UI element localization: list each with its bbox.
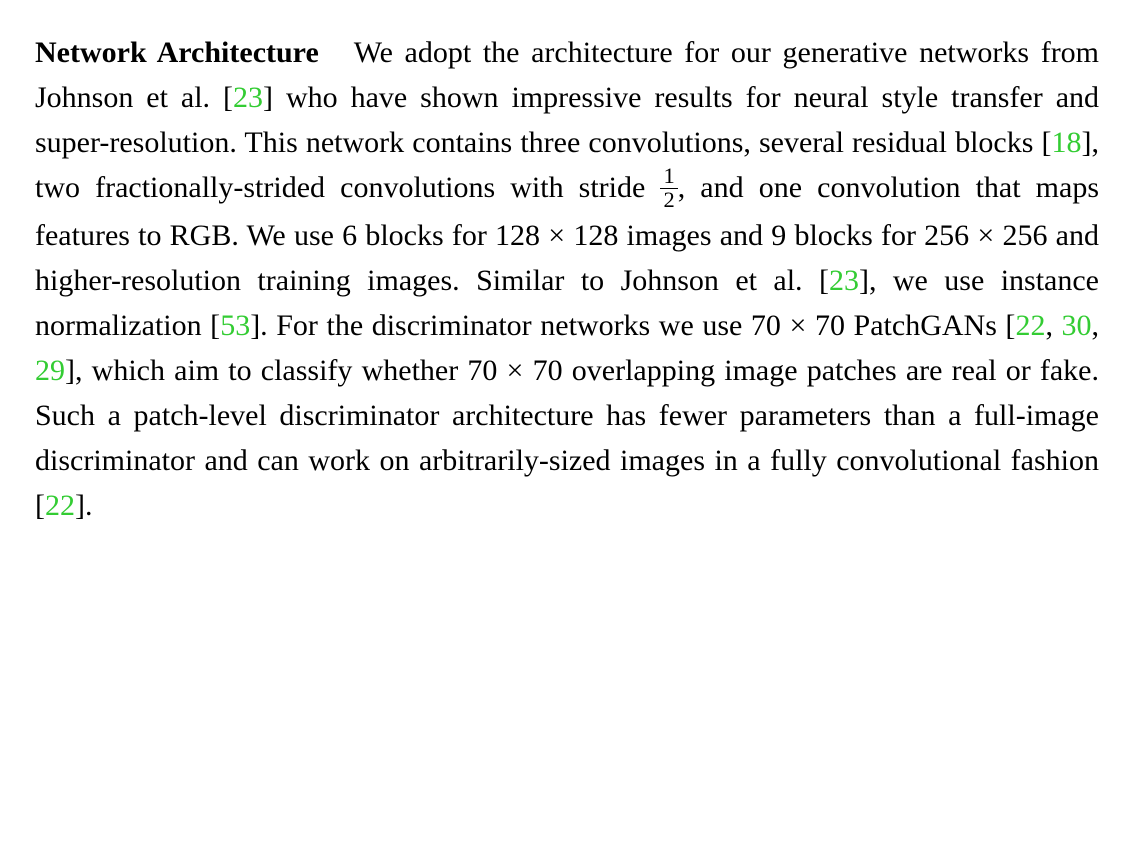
citation-link[interactable]: 23 xyxy=(233,81,263,114)
text-segment: , xyxy=(1045,309,1061,342)
citation-link[interactable]: 22 xyxy=(1015,309,1045,342)
citation-link[interactable]: 30 xyxy=(1062,309,1092,342)
citation-link[interactable]: 23 xyxy=(829,264,859,297)
text-segment: ]. For the discriminator networks we use… xyxy=(250,309,1015,342)
text-segment: ]. xyxy=(75,489,93,522)
section-title: Network Architecture xyxy=(35,36,319,69)
fraction-numerator: 1 xyxy=(660,165,677,189)
citation-link[interactable]: 18 xyxy=(1052,126,1082,159)
fraction: 12 xyxy=(660,165,677,211)
text-segment: , xyxy=(1092,309,1100,342)
text-segment: ], which aim to classify whether 70 × 70… xyxy=(35,354,1099,522)
fraction-denominator: 2 xyxy=(660,189,677,212)
paragraph: Network Architecture We adopt the archit… xyxy=(35,30,1099,528)
citation-link[interactable]: 22 xyxy=(45,489,75,522)
citation-link[interactable]: 29 xyxy=(35,354,65,387)
citation-link[interactable]: 53 xyxy=(220,309,250,342)
